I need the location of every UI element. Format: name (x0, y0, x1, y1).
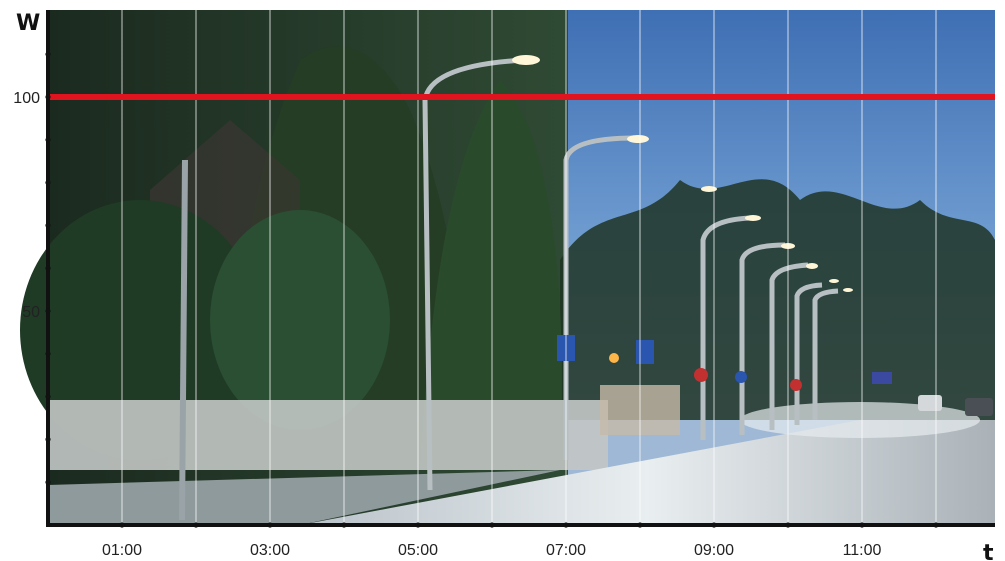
y-tick-40 (45, 351, 51, 357)
axes (45, 10, 995, 528)
x-tick-2 (193, 522, 199, 528)
y-tick-10 (45, 479, 51, 485)
x-tick-label: 07:00 (546, 542, 586, 559)
y-tick-70 (45, 222, 51, 228)
x-tick-label: 01:00 (102, 542, 142, 559)
x-axis-ticks (119, 522, 939, 528)
y-axis-title: W (16, 11, 40, 36)
x-tick-labels: 01:00 03:00 05:00 07:00 09:00 11:00 (102, 542, 882, 559)
x-tick-5 (415, 522, 421, 528)
x-tick-6 (489, 522, 495, 528)
street-photo-background (20, 10, 995, 525)
x-tick-label: 09:00 (694, 542, 734, 559)
y-tick-labels: 100 50 (13, 90, 40, 321)
y-tick-label: 50 (22, 304, 40, 321)
x-tick-8 (637, 522, 643, 528)
y-tick-90 (45, 137, 51, 143)
x-tick-label: 05:00 (398, 542, 438, 559)
x-tick-10 (785, 522, 791, 528)
y-tick-110 (45, 51, 51, 57)
y-tick-60 (45, 265, 51, 271)
y-tick-100 (45, 94, 51, 100)
x-tick-label: 11:00 (843, 542, 882, 559)
y-tick-80 (45, 180, 51, 186)
x-tick-4 (341, 522, 347, 528)
y-tick-label: 100 (13, 90, 40, 107)
y-tick-20 (45, 436, 51, 442)
x-tick-12 (933, 522, 939, 528)
x-tick-1 (119, 522, 125, 528)
x-tick-label: 03:00 (250, 542, 290, 559)
x-tick-9 (711, 522, 717, 528)
x-tick-7 (563, 522, 569, 528)
y-tick-30 (45, 394, 51, 400)
x-tick-11 (859, 522, 865, 528)
x-tick-3 (267, 522, 273, 528)
y-tick-50 (45, 308, 51, 314)
x-axis-title: t (983, 541, 994, 561)
y-axis-ticks (45, 51, 51, 485)
